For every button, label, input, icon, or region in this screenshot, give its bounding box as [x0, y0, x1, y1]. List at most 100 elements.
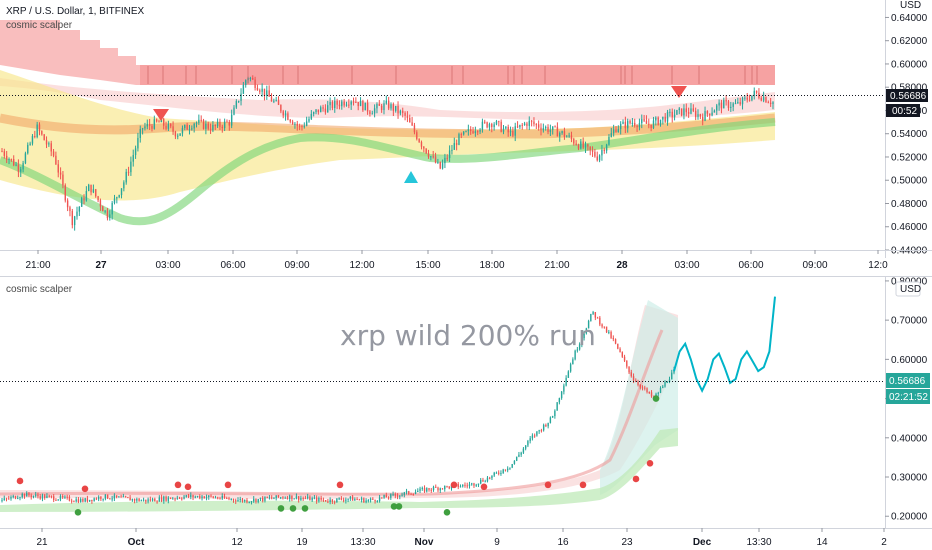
sell-dot — [81, 485, 89, 493]
time-tick-label: 06:00 — [220, 260, 245, 271]
candle-body — [348, 104, 350, 106]
candle-body — [336, 498, 338, 503]
candle-body — [676, 110, 678, 115]
candle-body — [572, 359, 574, 365]
candle-body — [57, 499, 59, 501]
candle-body — [26, 493, 28, 497]
candle-body — [563, 385, 565, 392]
candle-body — [758, 92, 760, 98]
candle-body — [697, 114, 699, 118]
price-tick-label: 0.60000 — [891, 59, 928, 70]
sell-marker[interactable] — [153, 109, 169, 121]
candle-body — [542, 424, 545, 431]
candle-body — [523, 123, 526, 125]
candle-body — [39, 496, 41, 499]
candle-body — [66, 200, 69, 208]
candle-body — [178, 497, 181, 499]
sell-marker[interactable] — [671, 86, 687, 98]
indicator-name: cosmic scalper — [6, 284, 73, 295]
candle-body — [226, 121, 228, 123]
candle-body — [205, 497, 208, 499]
candle-body — [303, 125, 306, 127]
candle-body — [767, 102, 770, 104]
candle-body — [471, 483, 473, 485]
red-ma-line — [0, 329, 664, 496]
candle-body — [441, 488, 444, 490]
price-tick-label: 0.50000 — [891, 176, 928, 187]
candle-body — [140, 500, 143, 502]
candle-body — [149, 499, 152, 501]
candle-body — [435, 486, 437, 488]
candle-body — [678, 108, 680, 111]
candle-body — [587, 320, 590, 329]
candle-body — [403, 492, 406, 495]
candle-body — [556, 126, 559, 137]
candle-body — [338, 498, 340, 500]
time-tick-label: 06:00 — [738, 260, 763, 271]
candle-body — [97, 496, 100, 500]
candle-body — [591, 150, 594, 152]
candle-body — [287, 113, 289, 120]
annotation-text[interactable]: xrp wild 200% run — [340, 319, 596, 352]
bottom-panel[interactable]: cosmic scalper xrp wild 200% run 0.80000… — [0, 276, 932, 548]
time-tick-label: 12 — [231, 537, 243, 548]
candle-body — [637, 381, 639, 385]
candle-body — [223, 495, 226, 499]
candle-body — [261, 88, 263, 92]
candle-body — [106, 210, 109, 219]
candle-body — [421, 487, 423, 489]
candle-body — [162, 118, 165, 126]
candle-body — [246, 499, 248, 503]
time-tick-label: 09:00 — [802, 260, 827, 271]
bottom-time-axis[interactable]: 21 Oct 12 19 13:30 Nov 9 16 23 Dec 13:30 14 2 — [36, 528, 887, 548]
candle-body — [355, 101, 357, 103]
time-tick-label: 27 — [95, 260, 107, 271]
candle-body — [181, 498, 183, 500]
candle-body — [3, 151, 6, 156]
top-time-axis[interactable]: 21:00 27 03:00 06:00 09:00 12:00 15:00 18:00 21:… — [25, 250, 888, 271]
candle-body — [513, 460, 516, 465]
candle-body — [216, 121, 219, 127]
candle-body — [155, 119, 158, 122]
candle-body — [210, 495, 212, 497]
candle-body — [434, 156, 437, 163]
currency-label: USD — [900, 0, 921, 11]
currency-button[interactable] — [895, 281, 921, 297]
candle-body — [627, 120, 629, 129]
candle-body — [223, 121, 226, 129]
candle-body — [432, 156, 434, 158]
candle-body — [256, 87, 259, 91]
candle-body — [462, 131, 465, 135]
candle-body — [519, 124, 521, 128]
buy-marker[interactable] — [404, 171, 418, 183]
candle-body — [502, 128, 505, 132]
price-label-box — [886, 373, 930, 388]
candle-body — [646, 388, 648, 393]
candle-body — [230, 114, 233, 126]
buy-dot — [301, 505, 309, 512]
candle-body — [590, 313, 592, 321]
candle-body — [626, 360, 628, 367]
candle-body — [5, 498, 8, 500]
candle-body — [214, 124, 216, 127]
candle-body — [401, 494, 403, 496]
candle-body — [612, 129, 615, 134]
candle-body — [662, 386, 664, 388]
candle-body — [167, 124, 170, 129]
candle-body — [28, 493, 30, 496]
time-tick-label: 9 — [494, 537, 500, 548]
candle-body — [734, 103, 737, 105]
candle-body — [291, 121, 294, 125]
candle-body — [199, 496, 201, 499]
candle-body — [692, 108, 695, 111]
top-panel[interactable]: XRP / U.S. Dollar, 1, BITFINEX cosmic sc… — [0, 0, 932, 271]
candle-body — [202, 120, 205, 129]
bottom-candles — [1, 310, 675, 505]
candle-body — [301, 126, 303, 128]
candle-body — [373, 108, 376, 114]
buy-dot — [652, 395, 660, 402]
candle-body — [753, 90, 755, 96]
candle-body — [351, 496, 354, 501]
candle-body — [659, 119, 662, 125]
